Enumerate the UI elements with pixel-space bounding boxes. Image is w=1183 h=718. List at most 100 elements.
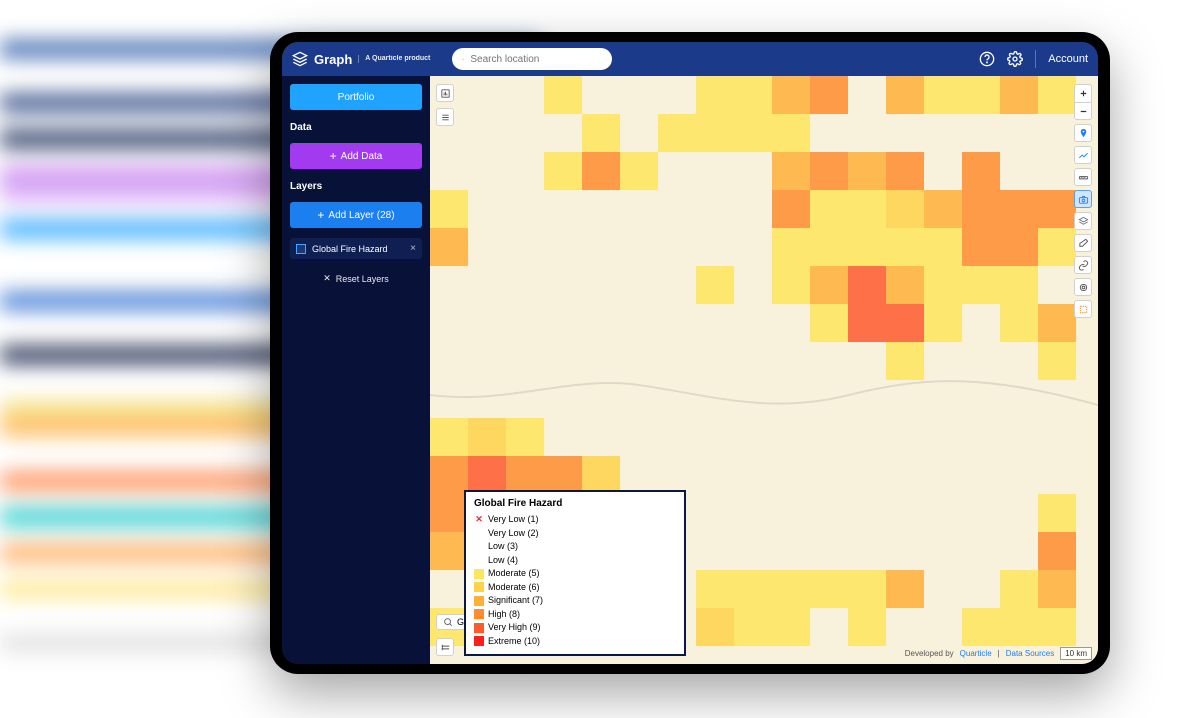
- legend-panel: Global Fire Hazard ✕Very Low (1)Very Low…: [464, 490, 686, 656]
- plus-icon: [1078, 88, 1089, 99]
- chart-panel-button[interactable]: [436, 84, 454, 102]
- heatmap-cell: [924, 304, 962, 342]
- heatmap-cell: [734, 114, 772, 152]
- heatmap-cell: [468, 418, 506, 456]
- scale-bar: 10 km: [1060, 647, 1092, 660]
- zoom-in-button[interactable]: [1074, 84, 1092, 102]
- heatmap-cell: [696, 114, 734, 152]
- list-icon: [440, 112, 451, 123]
- legend-label: Low (4): [488, 554, 518, 568]
- brand-logo[interactable]: Graph A Quarticle product: [292, 51, 430, 67]
- link-tool-button[interactable]: [1074, 256, 1092, 274]
- help-button[interactable]: [979, 51, 995, 67]
- heatmap-cell: [430, 456, 468, 494]
- reset-layers-button[interactable]: ✕ Reset Layers: [290, 273, 422, 284]
- add-layer-label: Add Layer (28): [328, 210, 394, 221]
- right-toolbar: [1074, 84, 1092, 318]
- settings-button[interactable]: [1007, 51, 1023, 67]
- legend-swatch: [474, 609, 484, 619]
- heatmap-cell: [886, 304, 924, 342]
- heatmap-cell: [1000, 304, 1038, 342]
- sidebar: Portfolio Data + Add Data Layers + Add L…: [282, 76, 430, 664]
- legend-row: Moderate (6): [474, 581, 676, 595]
- heatmap-cell: [1000, 76, 1038, 114]
- legend-toggle-button[interactable]: [436, 638, 454, 656]
- heatmap-cell: [962, 608, 1000, 646]
- heatmap-cell: [772, 570, 810, 608]
- heatmap-cell: [886, 342, 924, 380]
- map-footer: Developed by Quarticle | Data Sources 10…: [905, 647, 1092, 660]
- heatmap-cell: [962, 76, 1000, 114]
- layer-item[interactable]: Global Fire Hazard ×: [290, 238, 422, 259]
- heatmap-cell: [962, 228, 1000, 266]
- legend-swatch: [474, 582, 484, 592]
- search-icon: [443, 617, 453, 627]
- layers-icon: [292, 51, 308, 67]
- heatmap-cell: [924, 76, 962, 114]
- map-area[interactable]: Gl... Global Fire Hazard ✕Very Low (1)Ve…: [430, 76, 1098, 664]
- screenshot-tool-button[interactable]: [1074, 190, 1092, 208]
- add-layer-button[interactable]: + Add Layer (28): [290, 202, 422, 228]
- line-chart-tool-button[interactable]: [1074, 146, 1092, 164]
- heatmap-cell: [924, 190, 962, 228]
- legend-swatch: [474, 636, 484, 646]
- heatmap-cell: [1038, 608, 1076, 646]
- data-sources-link[interactable]: Data Sources: [1006, 649, 1054, 658]
- heatmap-cell: [1000, 570, 1038, 608]
- data-heading: Data: [290, 122, 422, 133]
- ruler-icon: [1078, 172, 1089, 183]
- account-link[interactable]: Account: [1048, 53, 1088, 65]
- legend-label: Moderate (6): [488, 581, 540, 595]
- app-screen: Graph A Quarticle product Account: [282, 42, 1098, 664]
- search-input[interactable]: [470, 54, 602, 65]
- marker-tool-button[interactable]: [1074, 124, 1092, 142]
- reset-label: Reset Layers: [336, 274, 389, 284]
- zoom-out-button[interactable]: [1074, 102, 1092, 120]
- legend-icon: [440, 642, 451, 653]
- heatmap-cell: [1000, 190, 1038, 228]
- topbar: Graph A Quarticle product Account: [282, 42, 1098, 76]
- add-data-button[interactable]: + Add Data: [290, 143, 422, 169]
- heatmap-cell: [886, 570, 924, 608]
- heatmap-cell: [696, 266, 734, 304]
- heatmap-cell: [430, 532, 468, 570]
- layers-tool-button[interactable]: [1074, 212, 1092, 230]
- legend-swatch: [474, 596, 484, 606]
- line-chart-icon: [1078, 150, 1089, 161]
- legend-row: Extreme (10): [474, 635, 676, 649]
- heatmap-cell: [582, 114, 620, 152]
- heatmap-cell: [886, 152, 924, 190]
- add-data-label: Add Data: [341, 151, 383, 162]
- camera-icon: [1078, 194, 1089, 205]
- heatmap-cell: [544, 76, 582, 114]
- bbox-tool-button[interactable]: [1074, 300, 1092, 318]
- search-input-wrap[interactable]: [452, 48, 612, 70]
- close-icon: ✕: [474, 513, 484, 527]
- left-toolbar: [436, 84, 454, 126]
- legend-label: Very Low (2): [488, 527, 539, 541]
- heatmap-cell: [848, 608, 886, 646]
- eraser-tool-button[interactable]: [1074, 234, 1092, 252]
- brand-name: Graph: [314, 52, 352, 67]
- target-tool-button[interactable]: [1074, 278, 1092, 296]
- developed-by-label: Developed by: [905, 649, 954, 658]
- footer-brand-link[interactable]: Quarticle: [960, 649, 992, 658]
- legend-title: Global Fire Hazard: [474, 498, 676, 509]
- measure-tool-button[interactable]: [1074, 168, 1092, 186]
- table-panel-button[interactable]: [436, 108, 454, 126]
- layer-remove-button[interactable]: ×: [410, 243, 416, 254]
- legend-label: Moderate (5): [488, 567, 540, 581]
- heatmap-cell: [848, 228, 886, 266]
- heatmap-cell: [772, 76, 810, 114]
- heatmap-cell: [430, 228, 468, 266]
- heatmap-cell: [696, 608, 734, 646]
- heatmap-cell: [886, 228, 924, 266]
- heatmap-cell: [582, 456, 620, 494]
- legend-swatch: [474, 542, 484, 552]
- heatmap-cell: [734, 608, 772, 646]
- heatmap-cell: [810, 228, 848, 266]
- legend-swatch: [474, 555, 484, 565]
- layer-name: Global Fire Hazard: [312, 244, 388, 254]
- heatmap-cell: [924, 266, 962, 304]
- portfolio-button[interactable]: Portfolio: [290, 84, 422, 110]
